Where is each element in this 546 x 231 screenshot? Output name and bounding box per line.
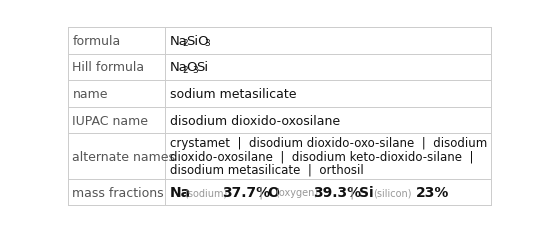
Text: |: | [349,186,353,199]
Text: O: O [268,185,280,199]
Text: O: O [186,61,197,74]
Text: SiO: SiO [186,34,209,47]
Text: 37.7%: 37.7% [222,185,270,199]
Text: 23%: 23% [416,185,449,199]
Text: crystamet  |  disodium dioxido-oxo-silane  |  disodium: crystamet | disodium dioxido-oxo-silane … [170,136,487,149]
Text: Si: Si [359,185,373,199]
Text: 2: 2 [182,39,188,48]
Text: alternate names: alternate names [73,150,175,163]
Text: Hill formula: Hill formula [73,61,145,74]
Text: IUPAC name: IUPAC name [73,114,149,127]
Text: 3: 3 [192,65,198,74]
Text: disodium dioxido-oxosilane: disodium dioxido-oxosilane [170,114,340,127]
Text: mass fractions: mass fractions [73,186,164,199]
Text: dioxido-oxosilane  |  disodium keto-dioxido-silane  |: dioxido-oxosilane | disodium keto-dioxid… [170,150,473,163]
Text: Na: Na [170,185,191,199]
Text: Na: Na [170,61,188,74]
Text: (silicon): (silicon) [373,187,412,197]
Text: formula: formula [73,34,121,47]
Text: Si: Si [197,61,209,74]
Text: disodium metasilicate  |  orthosil: disodium metasilicate | orthosil [170,163,364,176]
Text: Na: Na [170,34,188,47]
Text: 3: 3 [205,39,210,48]
Text: (oxygen): (oxygen) [275,187,318,197]
Text: (sodium): (sodium) [184,187,227,197]
Text: 39.3%: 39.3% [313,185,361,199]
Text: name: name [73,88,108,100]
Text: 2: 2 [182,65,188,74]
Text: |: | [258,186,262,199]
Text: sodium metasilicate: sodium metasilicate [170,88,296,100]
